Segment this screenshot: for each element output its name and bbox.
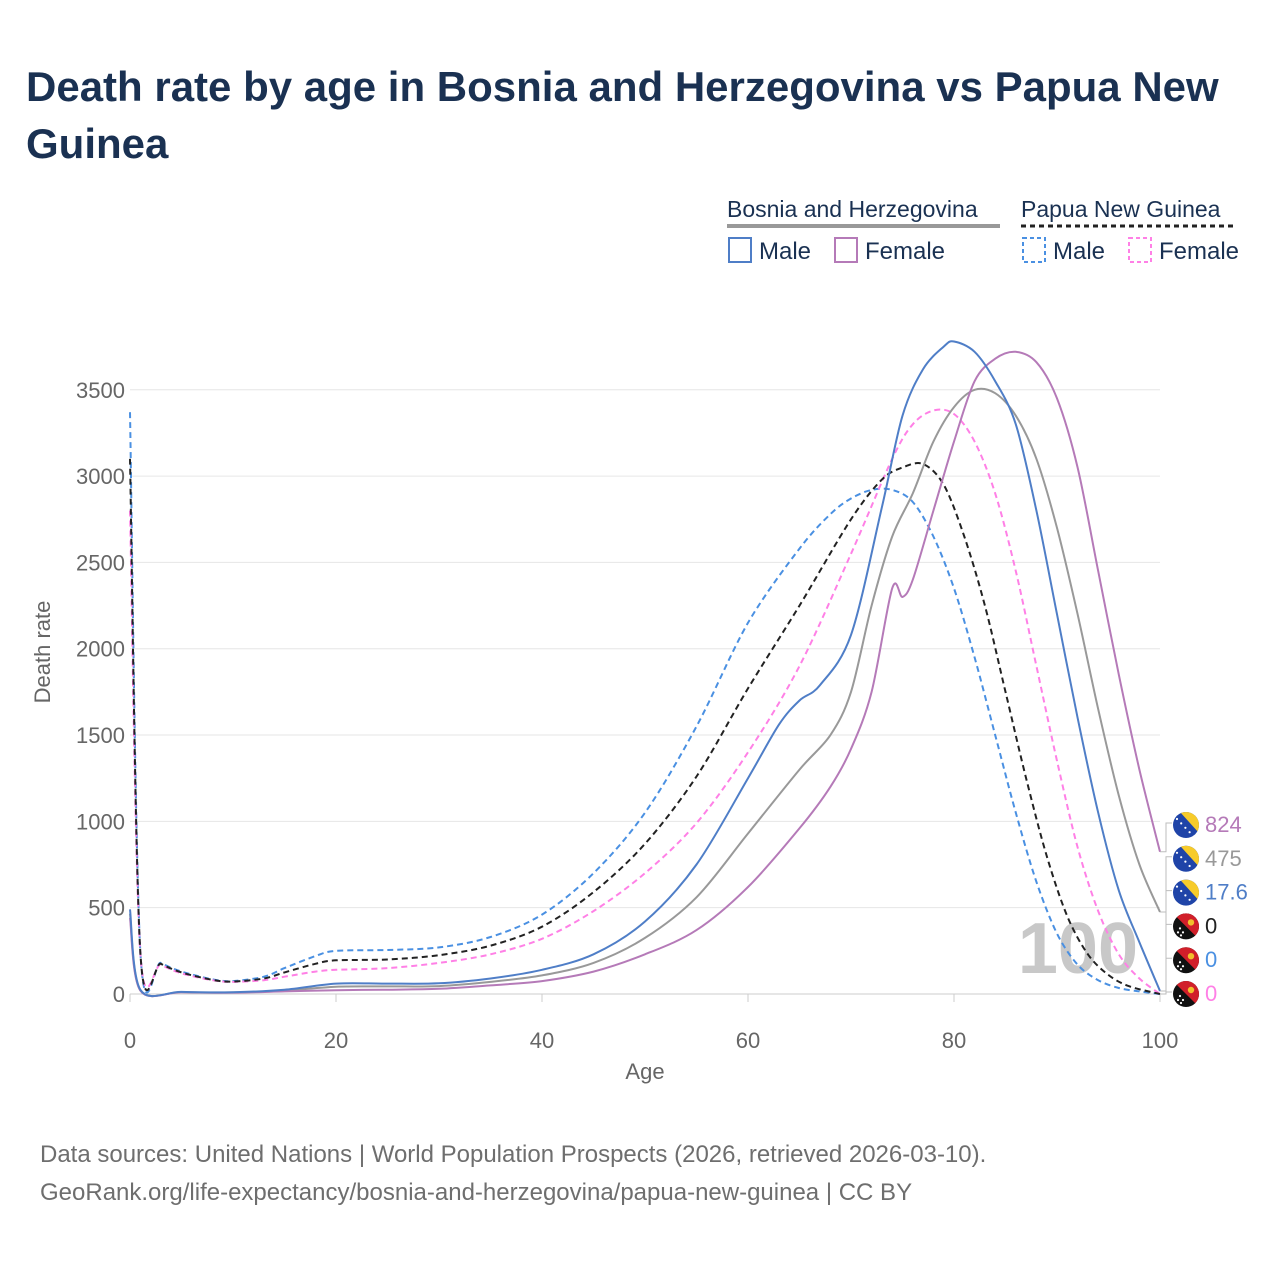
end-label-png-male: 0 (1160, 947, 1217, 995)
end-label-bih-male: 17.6 (1160, 879, 1248, 992)
y-tick-label-3000: 3000 (76, 464, 125, 489)
legend: Bosnia and Herzegovina Papua New Guinea … (727, 196, 1239, 265)
x-tick-label-60: 60 (736, 1028, 760, 1053)
legend-country-bih: Bosnia and Herzegovina (727, 196, 978, 222)
y-tick-label-1500: 1500 (76, 723, 125, 748)
papua-new-guinea-flag-icon (1173, 913, 1199, 940)
end-label-png-total: 0 (1160, 913, 1217, 995)
legend-item-bih-female[interactable]: Female (834, 237, 945, 265)
end-label-connector (1160, 991, 1172, 995)
legend-label-bih-female: Female (865, 238, 945, 265)
footer-link[interactable]: GeoRank.org/life-expectancy/bosnia-and-h… (40, 1179, 913, 1206)
x-tick-label-100: 100 (1142, 1028, 1179, 1053)
x-tick-label-40: 40 (530, 1028, 554, 1053)
end-label-connector (1160, 856, 1172, 913)
footer-sources: Data sources: United Nations | World Pop… (40, 1141, 987, 1168)
x-tick-label-0: 0 (124, 1028, 136, 1053)
axes: 0 500 1000 1500 2000 2500 3000 3500 0 20 40 60 80 100 (76, 378, 1178, 1053)
y-tick-label-1000: 1000 (76, 809, 125, 834)
series-line-bih-total (129, 387, 1161, 998)
bosnia-flag-icon (1173, 845, 1199, 872)
x-axis-label: Age (625, 1059, 664, 1084)
year-watermark: 100 (1018, 909, 1138, 989)
x-tick-label-20: 20 (324, 1028, 348, 1053)
y-axis-label: Death rate (30, 601, 55, 704)
y-tick-label-2000: 2000 (76, 637, 125, 662)
bosnia-flag-icon (1173, 812, 1199, 838)
legend-item-bih-male[interactable]: Male (728, 237, 811, 265)
end-labels: 824 475 17.6 0 0 0 (1160, 812, 1248, 1007)
end-label-value: 17.6 (1205, 880, 1248, 905)
series-line-bih-female (129, 350, 1161, 998)
end-label-connector (1160, 957, 1172, 995)
end-label-bih-female: 824 (1160, 812, 1242, 853)
legend-label-png-female: Female (1159, 238, 1239, 265)
legend-swatch-png-male (1022, 237, 1046, 263)
y-tick-label-500: 500 (88, 896, 125, 921)
series-line-bih-male (129, 340, 1161, 998)
end-label-value: 475 (1205, 846, 1242, 871)
y-tick-label-2500: 2500 (76, 550, 125, 575)
bosnia-flag-icon (1173, 879, 1199, 906)
legend-swatch-png-female (1128, 237, 1152, 263)
series-lines (129, 340, 1161, 998)
end-label-png-female: 0 (1160, 981, 1217, 1007)
papua-new-guinea-flag-icon (1173, 947, 1199, 974)
chart-title: Death rate by age in Bosnia and Herzegov… (26, 63, 1219, 167)
x-tick-label-80: 80 (942, 1028, 966, 1053)
legend-swatch-bih-female (834, 237, 858, 263)
legend-label-png-male: Male (1053, 238, 1105, 265)
end-label-value: 0 (1205, 947, 1217, 972)
footer: Data sources: United Nations | World Pop… (40, 1136, 986, 1212)
legend-country-png: Papua New Guinea (1021, 196, 1221, 222)
series-line-png-male (129, 412, 1161, 995)
end-label-value: 0 (1205, 981, 1217, 1006)
end-label-value: 0 (1205, 913, 1217, 938)
series-line-png-female (129, 408, 1161, 995)
y-tick-label-3500: 3500 (76, 378, 125, 403)
series-line-png-total (129, 458, 1161, 995)
legend-label-bih-male: Male (759, 238, 811, 265)
end-label-bih-total: 475 (1160, 845, 1242, 913)
legend-item-png-female[interactable]: Female (1128, 237, 1239, 265)
legend-swatch-bih-male (728, 237, 752, 263)
end-label-value: 824 (1205, 812, 1242, 837)
y-tick-label-0: 0 (113, 982, 125, 1007)
legend-item-png-male[interactable]: Male (1022, 237, 1105, 265)
papua-new-guinea-flag-icon (1173, 981, 1199, 1007)
end-label-connector (1160, 822, 1172, 853)
